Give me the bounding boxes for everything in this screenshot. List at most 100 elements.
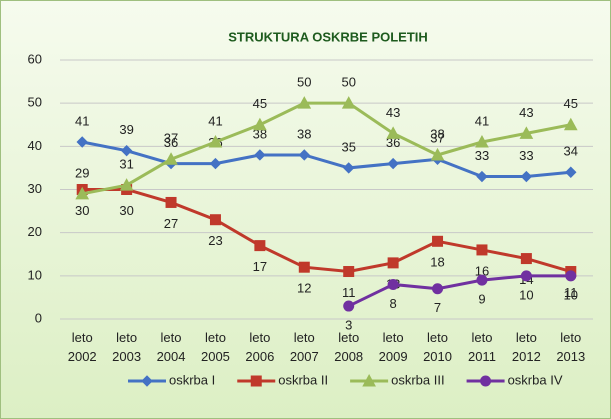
marker [387, 257, 399, 269]
data-label: 29 [75, 165, 89, 180]
marker [475, 134, 489, 148]
marker [565, 166, 577, 178]
data-label: 16 [475, 263, 489, 278]
data-label: 31 [119, 157, 133, 172]
data-label: 45 [253, 96, 267, 111]
marker [253, 117, 267, 131]
data-label: 50 [341, 75, 355, 90]
data-label: 35 [341, 139, 355, 154]
data-label: 17 [253, 259, 267, 274]
legend-label: oskrba IV [508, 372, 563, 387]
y-tick-label: 10 [28, 267, 42, 282]
x-tick-label: leto 2003 [112, 330, 141, 364]
x-tick-label: leto 2008 [334, 330, 363, 364]
x-tick-label: leto 2002 [68, 330, 97, 364]
marker [519, 126, 534, 139]
y-tick-label: 40 [28, 138, 42, 153]
marker [76, 136, 88, 148]
marker [165, 196, 177, 208]
marker [209, 214, 221, 226]
data-label: 30 [75, 203, 89, 218]
marker [119, 178, 134, 191]
marker [298, 149, 310, 161]
marker [387, 157, 399, 170]
series-line [348, 274, 571, 308]
marker [387, 278, 399, 290]
marker [476, 170, 488, 183]
data-label: 18 [430, 255, 444, 270]
marker [520, 170, 533, 183]
data-label: 41 [208, 113, 222, 128]
x-tick-label: leto 2004 [157, 330, 186, 364]
x-tick-label: leto 2009 [379, 330, 408, 364]
series-line [82, 188, 572, 274]
y-tick-label: 30 [28, 181, 42, 196]
data-label: 43 [386, 105, 400, 120]
data-label: 11 [564, 285, 578, 300]
marker [120, 144, 133, 157]
marker [164, 152, 178, 165]
data-label: 10 [519, 287, 533, 302]
marker [432, 283, 444, 295]
marker [386, 126, 400, 139]
data-label: 41 [475, 113, 489, 128]
x-tick-label: leto 2013 [556, 330, 585, 364]
series-line [81, 101, 572, 196]
data-label: 33 [519, 148, 533, 163]
marker [430, 147, 445, 161]
marker [208, 134, 223, 148]
data-label: 38 [430, 126, 444, 141]
marker [480, 375, 492, 387]
chart-title: STRUKTURA OSKRBE POLETIH [228, 29, 428, 44]
y-tick-label: 50 [28, 95, 42, 110]
y-tick-label: 0 [35, 310, 42, 325]
x-tick-label: leto 2005 [201, 330, 230, 364]
marker [520, 270, 532, 282]
legend-label: oskrba I [169, 372, 215, 387]
data-label: 50 [297, 75, 311, 90]
marker [341, 96, 356, 109]
marker [254, 149, 266, 161]
marker [565, 270, 577, 282]
x-tick-label: leto 2010 [423, 330, 452, 364]
data-label: 33 [475, 148, 489, 163]
data-label: 39 [119, 122, 133, 137]
marker [343, 162, 355, 174]
y-tick-label: 60 [28, 51, 42, 66]
data-label: 38 [297, 126, 311, 141]
series-line [81, 140, 571, 179]
data-label: 30 [119, 203, 133, 218]
data-label: 8 [390, 296, 397, 311]
marker [209, 157, 222, 170]
data-label: 37 [164, 131, 178, 146]
data-label: 10 [564, 287, 578, 302]
data-label: 27 [164, 216, 178, 231]
series: 29 31 37 41 45 50 50 43 38 41 43 45 [75, 75, 578, 200]
marker [563, 117, 578, 131]
marker [297, 96, 312, 109]
marker [476, 244, 488, 256]
marker [432, 235, 444, 247]
x-tick-label: leto 2006 [245, 330, 274, 364]
data-label: 9 [478, 292, 485, 307]
data-label: 43 [519, 105, 533, 120]
data-label: 7 [434, 300, 441, 315]
marker [343, 300, 355, 312]
marker [343, 266, 355, 278]
x-tick-label: leto 2012 [512, 330, 541, 364]
data-label: 36 [164, 135, 178, 150]
marker [362, 373, 376, 387]
data-label: 34 [564, 144, 578, 159]
legend: oskrba I oskrba II oskrba III oskrba IV [128, 372, 563, 387]
data-label: 37 [430, 131, 444, 146]
legend-label: oskrba III [391, 372, 444, 387]
data-label: 45 [564, 96, 578, 111]
y-tick-label: 20 [28, 224, 42, 239]
marker [298, 261, 310, 273]
marker [254, 240, 266, 252]
marker [476, 274, 488, 286]
marker [250, 375, 262, 387]
x-tick-label: leto 2011 [468, 330, 496, 364]
marker [75, 186, 90, 200]
